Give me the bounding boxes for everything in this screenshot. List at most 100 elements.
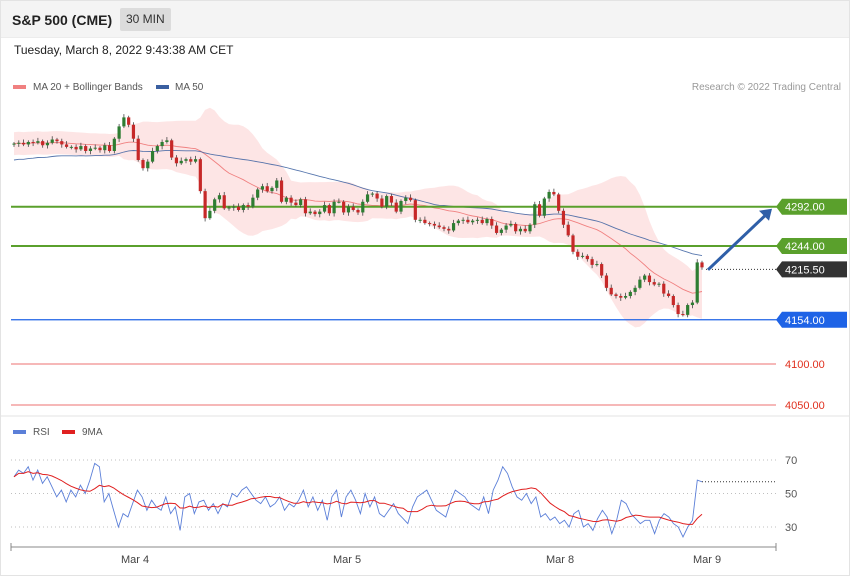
candle-body	[203, 191, 207, 219]
candle-body	[447, 228, 451, 231]
candle-body	[475, 219, 480, 221]
candle-body	[265, 186, 269, 192]
candle-body	[184, 159, 188, 161]
candle-body	[609, 287, 613, 295]
candle-body	[652, 282, 656, 285]
legend-rsi-swatch	[13, 430, 26, 434]
candle-body	[122, 117, 126, 127]
candle-body	[428, 223, 432, 225]
candle-body	[657, 283, 661, 285]
rsi-gridlines: 70 50 30	[11, 455, 797, 534]
candle-body	[189, 159, 193, 162]
level-label-4215.50: 4215.50	[785, 264, 825, 276]
candle-body	[514, 223, 518, 232]
candle-body	[279, 180, 284, 202]
legend-9ma-swatch	[62, 430, 75, 434]
candle-body	[198, 159, 202, 192]
candle-body	[504, 225, 508, 230]
candle-body	[170, 140, 174, 158]
candle-body	[695, 262, 699, 303]
candle-body	[155, 146, 159, 151]
candle-body	[284, 197, 288, 202]
candle-body	[408, 197, 413, 201]
candle-body	[322, 205, 327, 212]
candle-body	[241, 205, 245, 210]
candle-body	[552, 191, 556, 195]
candle-body	[537, 204, 542, 216]
legend-rsi-label: RSI	[33, 427, 50, 438]
candle-body	[442, 227, 446, 229]
candle-body	[69, 146, 73, 148]
candle-body	[337, 201, 341, 203]
arrow-head	[759, 208, 772, 221]
moving-averages	[13, 141, 703, 294]
legend-ma50-swatch	[156, 85, 169, 89]
level-label-4154.00: 4154.00	[785, 315, 825, 327]
rsi-line	[13, 462, 703, 539]
candle-body	[394, 202, 398, 212]
candle-body	[84, 146, 88, 151]
candle-body	[217, 195, 222, 200]
candle-body	[509, 223, 513, 226]
candle-body	[643, 275, 647, 280]
candle-body	[490, 218, 494, 226]
candle-body	[88, 148, 93, 151]
candle-body	[227, 207, 231, 209]
candle-body	[700, 262, 704, 268]
candle-body	[26, 141, 30, 145]
rsi-lines	[13, 462, 776, 539]
x-tick-mar-5: Mar 5	[333, 554, 361, 566]
candle-body	[623, 296, 628, 298]
candle-body	[370, 193, 374, 195]
rsi-tick-30: 30	[785, 522, 797, 534]
chart-header: S&P 500 (CME) 30 MIN	[1, 1, 849, 38]
candle-body	[432, 223, 437, 226]
candle-body	[547, 191, 551, 199]
candle-body	[160, 141, 164, 147]
legend-9ma-label: 9MA	[82, 427, 103, 438]
candle-body	[671, 296, 675, 306]
projection-arrow	[706, 208, 772, 271]
copyright-text: Research © 2022 Trading Central	[692, 82, 841, 93]
candle-body	[528, 224, 532, 232]
candle-body	[585, 255, 589, 260]
candle-body	[494, 225, 499, 233]
rsi-tick-70: 70	[785, 455, 797, 467]
candle-body	[270, 187, 274, 192]
candle-body	[380, 198, 384, 207]
candle-body	[60, 141, 64, 145]
candle-body	[236, 206, 241, 210]
candle-body	[576, 251, 580, 257]
candle-body	[638, 279, 642, 288]
level-tag-4215.50	[776, 261, 847, 278]
candle-body	[117, 126, 121, 139]
candle-body	[647, 275, 652, 283]
candle-body	[451, 223, 456, 231]
candle-body	[289, 197, 293, 203]
legend-ma50-label: MA 50	[175, 82, 204, 93]
candle-body	[50, 139, 54, 143]
candle-body	[404, 197, 408, 201]
candle-body	[79, 146, 83, 150]
candle-body	[437, 225, 441, 228]
candle-body	[619, 296, 623, 298]
candle-body	[628, 291, 632, 297]
candle-body	[361, 201, 365, 213]
candle-body	[557, 194, 561, 211]
candle-body	[174, 157, 179, 164]
candle-body	[499, 229, 503, 233]
level-label-4100.00: 4100.00	[785, 359, 825, 371]
candle-body	[275, 180, 279, 188]
candle-body	[590, 259, 594, 265]
candle-body	[251, 197, 255, 207]
x-axis: Mar 4 Mar 5 Mar 8 Mar 9	[10, 543, 777, 566]
candle-body	[21, 142, 26, 145]
timeframe-badge[interactable]: 30 MIN	[120, 8, 171, 31]
level-label-4244.00: 4244.00	[785, 241, 825, 253]
candle-body	[165, 140, 169, 142]
candle-body	[103, 145, 107, 151]
candle-body	[313, 211, 317, 215]
candle-body	[346, 206, 351, 213]
candle-body	[55, 139, 59, 142]
